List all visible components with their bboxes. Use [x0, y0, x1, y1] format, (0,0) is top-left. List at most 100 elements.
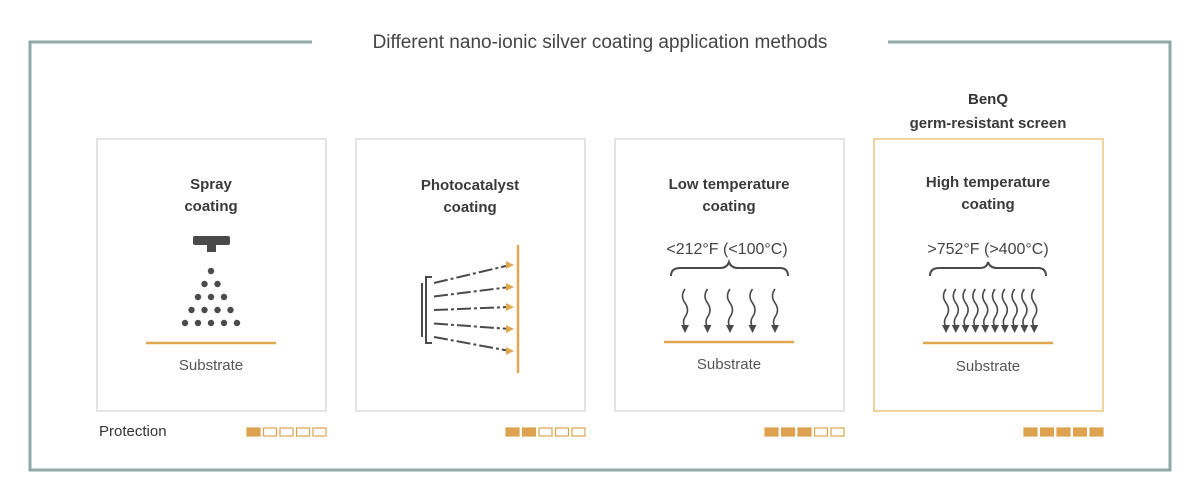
protection-box [797, 427, 812, 437]
heat-arrow-head [961, 325, 970, 333]
ray-head [506, 283, 514, 291]
temperature: <212°F (<100°C) [666, 241, 787, 258]
heat-arrow-head [981, 325, 990, 333]
ray-head [506, 261, 514, 269]
heat-arrow [991, 288, 999, 328]
protection-box [262, 427, 278, 437]
photocatalyst-icon [421, 245, 520, 373]
heat-arrow [749, 288, 756, 328]
heat-arrow [962, 288, 969, 328]
heat-arrow [704, 288, 711, 328]
protection-box [505, 427, 520, 437]
card [873, 138, 1104, 412]
protection-box [1023, 427, 1038, 437]
spray-dot [214, 306, 221, 314]
card-title: coating [443, 199, 496, 216]
spray-dot [194, 319, 202, 327]
card-title: coating [184, 198, 237, 215]
card-title: High temperature [926, 174, 1050, 191]
spray-dot [207, 293, 215, 301]
heat-arrow [681, 288, 689, 328]
heat-arrow-head [1020, 325, 1029, 333]
ray-head [506, 303, 514, 311]
card [96, 138, 327, 412]
heat-arrow-head [971, 325, 980, 333]
spray-dot [201, 306, 208, 314]
title-backdrop [312, 30, 888, 54]
spray-icon [146, 236, 276, 345]
substrate-label: Substrate [179, 357, 243, 374]
heat-arrow [1030, 288, 1038, 328]
card [614, 138, 845, 412]
spray-dot [207, 267, 215, 275]
heat-arrow-head [951, 325, 960, 333]
ray-head [506, 347, 514, 355]
card-title: Photocatalyst [421, 177, 519, 194]
heat-arrow-head [748, 325, 757, 333]
spray-dot [201, 280, 208, 288]
protection-box [295, 427, 311, 437]
ray [433, 286, 511, 298]
protection-box [813, 427, 829, 437]
heat-arrow-head [1010, 325, 1019, 333]
protection-box [538, 427, 553, 437]
heat-arrow-head [991, 325, 999, 333]
heat-arrow-head [681, 325, 689, 333]
protection-box [1039, 427, 1055, 437]
braces [664, 258, 1053, 345]
heat-arrow [1001, 288, 1009, 328]
heat-arrow-head [1000, 325, 1009, 333]
spray-dot [220, 319, 228, 327]
heat-arrow [1021, 288, 1028, 328]
card-title: coating [961, 196, 1014, 213]
spray-dot [207, 319, 215, 327]
heat-arrow [1011, 288, 1018, 328]
heat-arrow [942, 288, 950, 328]
heat-arrow [771, 288, 779, 328]
protection-box [1072, 427, 1088, 437]
spray-dot [220, 293, 228, 301]
temperature: >752°F (>400°C) [927, 241, 1048, 258]
spray-dot [233, 319, 241, 327]
ray-head [506, 325, 514, 333]
protection-box [312, 427, 327, 437]
protection-box [1089, 427, 1104, 437]
protection-box [764, 427, 779, 437]
substrate-label: Substrate [697, 356, 761, 373]
spray-dot [227, 306, 234, 314]
card-title: Low temperature [669, 176, 790, 193]
protection-box [246, 427, 261, 437]
spray-dot [194, 293, 202, 301]
substrate-label: Substrate [956, 358, 1020, 375]
ray [433, 336, 511, 352]
heat-arrow-head [942, 325, 950, 333]
card-title: Spray [190, 176, 232, 193]
brand-note: germ-resistant screen [910, 115, 1067, 132]
card [355, 138, 586, 412]
spray-dot [214, 280, 221, 288]
heat-arrow [726, 288, 734, 328]
heat-arrow-head [726, 325, 734, 333]
protection-box [780, 427, 796, 437]
ray [433, 264, 511, 284]
card-title: coating [702, 198, 755, 215]
heat-arrow-head [771, 325, 779, 333]
heat-arrow [972, 288, 979, 328]
protection-label: Protection [99, 423, 167, 440]
ray [433, 322, 511, 330]
heat-arrow-head [703, 325, 712, 333]
heat-arrow-head [1030, 325, 1039, 333]
protection-box [554, 427, 570, 437]
title: Different nano-ionic silver coating appl… [373, 32, 828, 53]
heat-arrow [952, 288, 960, 328]
heat-arrow [981, 288, 989, 328]
protection-box [571, 427, 586, 437]
ray [433, 306, 511, 311]
protection-box [521, 427, 537, 437]
brand: BenQ [968, 91, 1008, 108]
protection-box [1056, 427, 1071, 437]
protection-box [279, 427, 294, 437]
spray-dot [181, 319, 189, 327]
spray-dot [188, 306, 195, 314]
